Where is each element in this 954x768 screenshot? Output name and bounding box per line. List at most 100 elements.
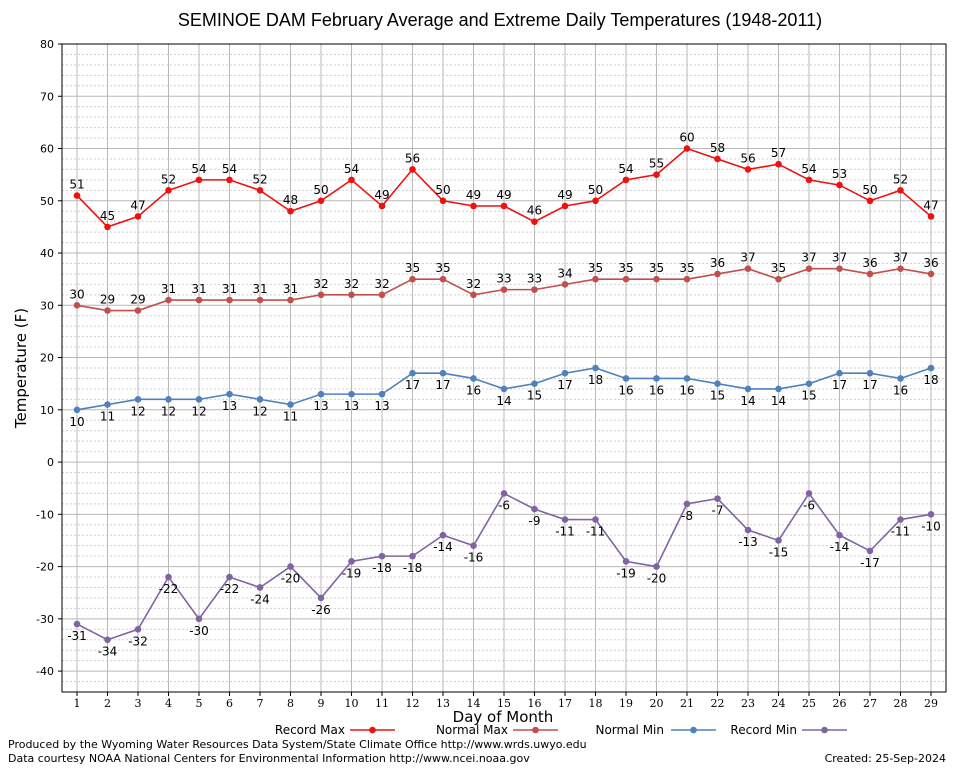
data-label: 13 (313, 399, 328, 413)
data-label: -26 (311, 603, 331, 617)
x-tick-label: 23 (741, 697, 755, 710)
data-label: 15 (527, 389, 542, 403)
data-point (622, 176, 630, 184)
legend-item: Normal Min (595, 723, 716, 737)
data-label: 50 (588, 183, 603, 197)
data-point (470, 542, 477, 549)
data-label: 49 (466, 188, 481, 202)
data-label: 16 (893, 383, 908, 397)
data-label: 12 (130, 404, 145, 418)
data-label: 54 (344, 162, 359, 176)
data-label: 46 (527, 204, 542, 218)
data-label: 13 (344, 399, 359, 413)
data-point (805, 265, 813, 273)
data-label: 47 (130, 198, 145, 212)
data-label: -18 (403, 561, 423, 575)
legend-item: Normal Max (436, 723, 558, 737)
data-point (134, 213, 142, 220)
data-point (470, 291, 477, 299)
data-point (531, 286, 538, 293)
data-point (500, 286, 508, 293)
x-tick-label: 4 (165, 697, 172, 710)
data-point (561, 202, 569, 210)
legend-label: Normal Max (436, 723, 508, 737)
data-point (317, 291, 325, 299)
data-point (714, 270, 721, 278)
data-label: 54 (191, 162, 206, 176)
data-point (317, 390, 325, 398)
data-label: -30 (189, 624, 209, 638)
data-point (927, 213, 935, 220)
series-normal-min: 10 11 12 12 12 13 12 11 13 13 13 17 17 16 14 15 17 18 16 16… (69, 364, 939, 429)
data-point (683, 500, 691, 508)
data-label: -6 (498, 498, 510, 512)
x-tick-label: 16 (528, 697, 542, 710)
data-point (378, 390, 386, 398)
data-point (287, 401, 294, 408)
x-tick-label: 12 (406, 697, 420, 710)
data-point (256, 584, 264, 591)
data-point (775, 385, 782, 393)
data-label: -17 (860, 556, 880, 570)
data-point (165, 396, 172, 403)
series-layer: 51 45 47 52 54 54 52 48 50 54 49 56 50 49 49 46 49 50 54 55… (67, 131, 941, 659)
data-label: 13 (222, 399, 237, 413)
data-label: 52 (161, 172, 176, 186)
y-tick-label: 10 (40, 404, 54, 417)
data-point (683, 375, 691, 382)
y-axis-label: Temperature (F) (12, 308, 30, 429)
data-label: -11 (586, 525, 606, 539)
x-tick-label: 13 (436, 697, 450, 710)
legend-marker (532, 726, 539, 734)
data-label: 31 (191, 282, 206, 296)
data-point (805, 490, 813, 497)
data-label: 16 (679, 383, 694, 397)
data-point (897, 375, 904, 382)
data-point (195, 615, 203, 623)
data-point (104, 636, 111, 644)
data-label: 15 (801, 389, 816, 403)
data-point (561, 369, 569, 377)
data-label: 51 (69, 178, 84, 192)
data-label: 17 (832, 378, 847, 392)
x-tick-label: 25 (802, 697, 816, 710)
data-point (104, 307, 111, 314)
data-label: 30 (69, 287, 84, 301)
data-label: 11 (283, 410, 298, 424)
credit-line-2: Data courtesy NOAA National Centers for … (8, 752, 530, 765)
data-label: 37 (801, 251, 816, 265)
series-record-max: 51 45 47 52 54 54 52 48 50 54 49 56 50 49 49 46 49 50 54 55… (69, 131, 939, 231)
data-point (836, 531, 843, 539)
data-label: 47 (923, 198, 938, 212)
data-label: 16 (618, 383, 633, 397)
data-label: 17 (557, 378, 572, 392)
data-label: -18 (372, 561, 392, 575)
data-point (226, 296, 233, 304)
legend-label: Record Min (730, 723, 797, 737)
data-label: 17 (435, 378, 450, 392)
data-label: 32 (344, 277, 359, 291)
data-label: 58 (710, 141, 725, 155)
data-label: 45 (100, 209, 115, 223)
y-tick-label: 30 (40, 299, 54, 312)
data-point (531, 380, 538, 387)
data-point (897, 516, 904, 523)
data-point (256, 296, 264, 304)
data-point (287, 563, 294, 570)
x-tick-label: 17 (558, 697, 572, 710)
data-point (927, 511, 935, 518)
major-grid (62, 43, 946, 692)
data-label: 52 (252, 172, 267, 186)
data-point (73, 192, 81, 199)
data-point (287, 207, 294, 215)
data-point (622, 275, 630, 283)
series-normal-max: 30 29 29 31 31 31 31 31 32 32 32 35 35 32 33 33 34 35 35 35… (69, 251, 939, 314)
data-label: -11 (891, 525, 911, 539)
data-point (226, 573, 233, 581)
data-label: 35 (405, 261, 420, 275)
data-point (348, 176, 355, 184)
data-point (348, 291, 355, 299)
y-axis-ticks: -40 -30 -20 -10 0 10 20 30 40 50 60 70 80 (36, 38, 62, 678)
data-label: -14 (830, 540, 850, 554)
